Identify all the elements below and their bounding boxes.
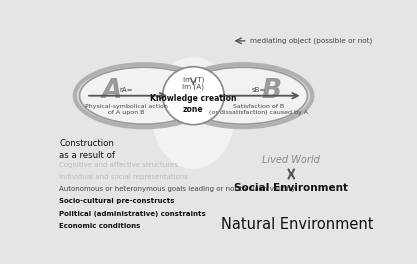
Text: A: A bbox=[102, 78, 122, 104]
Text: Satisfaction of B
(or dissatisfaction) caused by A: Satisfaction of B (or dissatisfaction) c… bbox=[209, 104, 309, 115]
Text: B: B bbox=[262, 78, 282, 104]
Text: Knowledge creation
zone: Knowledge creation zone bbox=[150, 94, 236, 114]
Ellipse shape bbox=[178, 67, 307, 124]
Text: Natural Environment: Natural Environment bbox=[221, 217, 374, 232]
Ellipse shape bbox=[80, 67, 209, 124]
Text: mediating object (possible or not): mediating object (possible or not) bbox=[250, 37, 372, 44]
Text: Autonomous or heteronymous goals leading or not to claim validity: Autonomous or heteronymous goals leading… bbox=[59, 186, 296, 192]
Text: Physical-symbolical action
of A upon B: Physical-symbolical action of A upon B bbox=[85, 104, 168, 115]
Text: Im (T): Im (T) bbox=[183, 77, 204, 83]
Text: rA=: rA= bbox=[120, 87, 133, 93]
Text: Lived World: Lived World bbox=[262, 155, 320, 165]
Text: sB=: sB= bbox=[252, 87, 266, 93]
Text: Individual and social representations: Individual and social representations bbox=[59, 174, 188, 180]
Text: Political (administrative) constraints: Political (administrative) constraints bbox=[59, 211, 206, 216]
Text: Social Environment: Social Environment bbox=[234, 183, 348, 193]
Ellipse shape bbox=[173, 64, 312, 127]
Ellipse shape bbox=[151, 57, 235, 169]
Text: Cognitive and affective structures: Cognitive and affective structures bbox=[59, 162, 178, 168]
Ellipse shape bbox=[163, 67, 224, 125]
Text: Economic conditions: Economic conditions bbox=[59, 223, 141, 229]
Text: Construction
as a result of: Construction as a result of bbox=[59, 139, 115, 160]
Text: Socio-cultural pre-constructs: Socio-cultural pre-constructs bbox=[59, 198, 175, 204]
Ellipse shape bbox=[75, 64, 214, 127]
Text: Im (A): Im (A) bbox=[182, 84, 204, 90]
